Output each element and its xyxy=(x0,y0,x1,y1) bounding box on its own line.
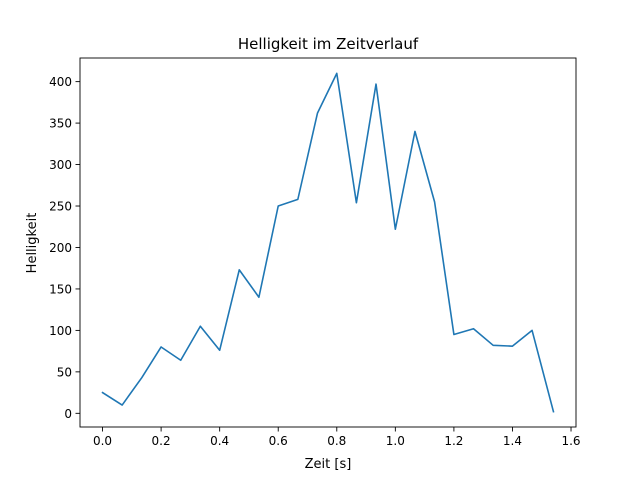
plot-area: 0.0 0.2 0.4 0.6 0.8 1.0 1.2 1.4 1.6 0 50 100 150 200 2… xyxy=(49,57,581,448)
x-tick-label: 1.6 xyxy=(561,434,580,448)
y-tick-label: 300 xyxy=(49,158,72,172)
y-tick-label: 50 xyxy=(57,365,72,379)
y-tick-label: 0 xyxy=(64,407,72,421)
x-tick-label: 0.2 xyxy=(152,434,171,448)
x-tick-label: 0.6 xyxy=(269,434,288,448)
x-axis-label: Zeit [s] xyxy=(305,457,352,472)
x-tick-label: 0.0 xyxy=(93,434,112,448)
x-tick-label: 0.4 xyxy=(210,434,229,448)
x-tick-label: 1.4 xyxy=(503,434,522,448)
y-tick-label: 400 xyxy=(49,75,72,89)
y-axis-label: Helligkeit xyxy=(25,213,40,274)
x-tick-label: 0.8 xyxy=(327,434,346,448)
chart-title: Helligkeit im Zeitverlauf xyxy=(238,35,419,53)
y-tick-label: 250 xyxy=(49,200,72,214)
x-tick-label: 1.2 xyxy=(444,434,463,448)
x-tick-label: 1.0 xyxy=(386,434,405,448)
plot-frame xyxy=(79,57,577,428)
y-tick-label: 150 xyxy=(49,282,72,296)
y-tick-label: 200 xyxy=(49,241,72,255)
series-line xyxy=(101,72,555,413)
y-tick-label: 100 xyxy=(49,324,72,338)
y-tick-label: 350 xyxy=(49,117,72,131)
